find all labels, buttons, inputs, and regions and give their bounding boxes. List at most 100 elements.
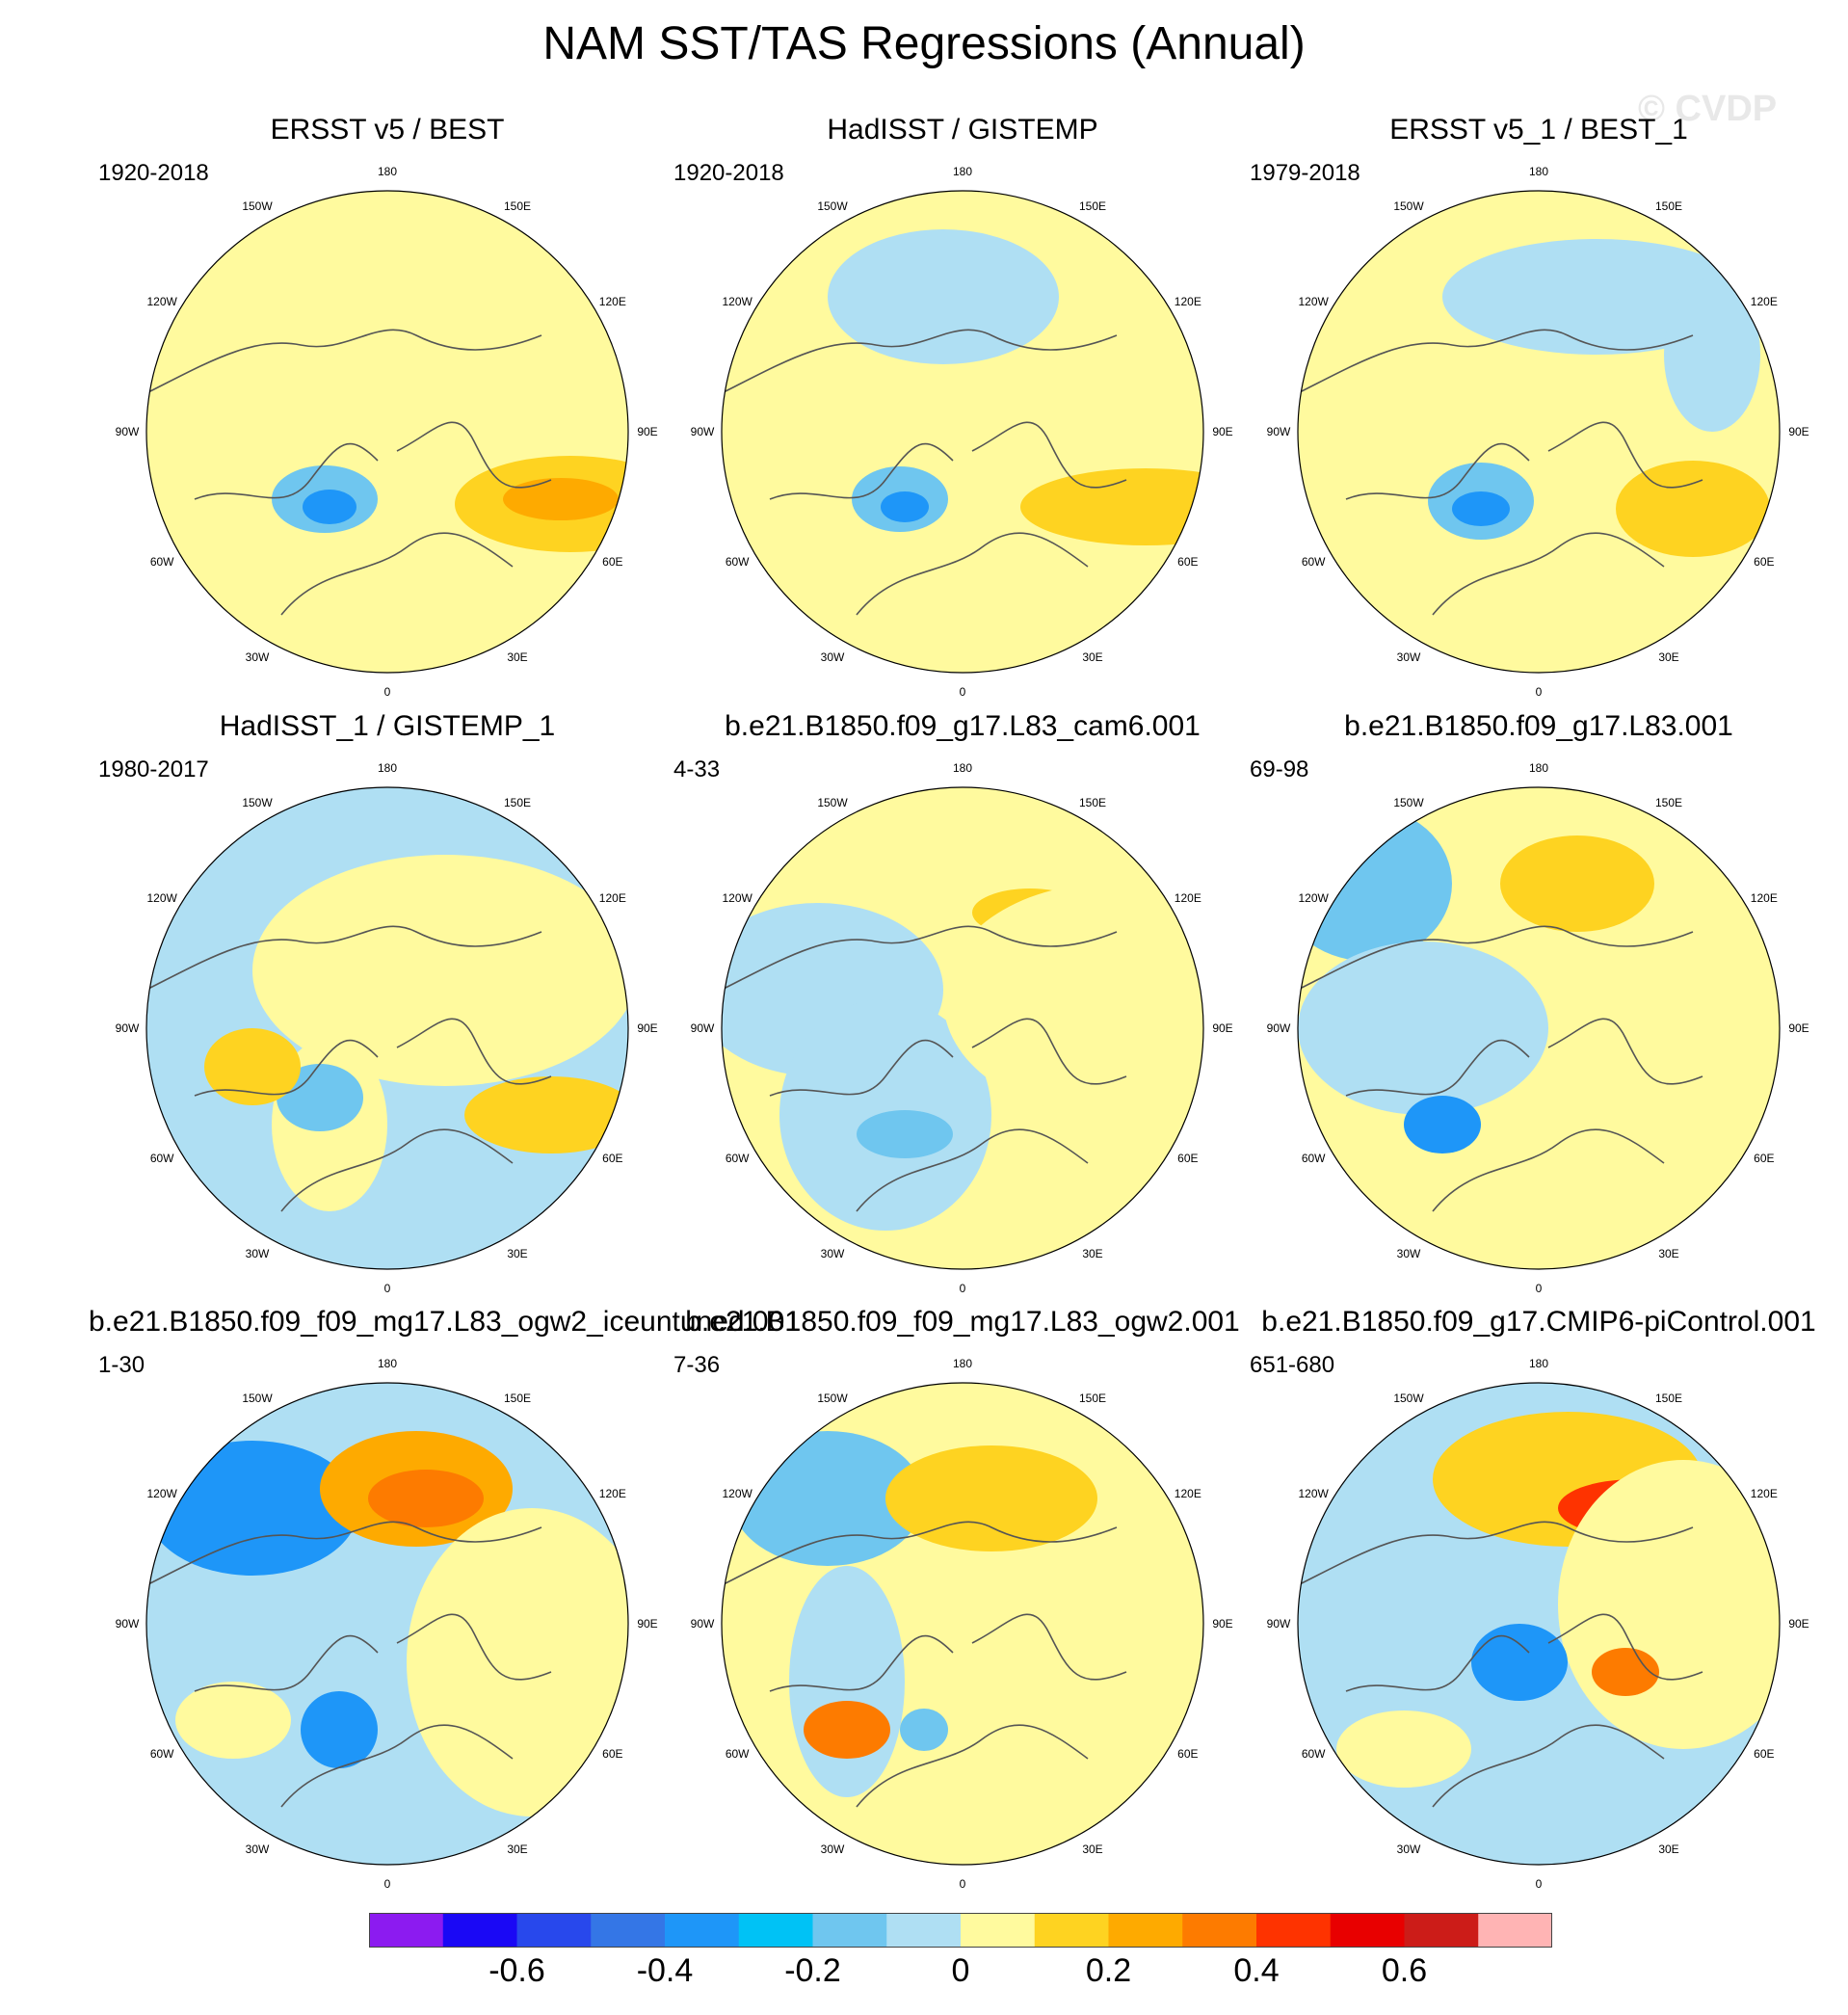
coastline [722, 329, 1127, 616]
longitude-label: 90E [637, 1021, 657, 1035]
colorbar-swatch [442, 1913, 517, 1948]
longitude-label: 90W [116, 1617, 140, 1631]
coastline [146, 925, 552, 1212]
longitude-label: 90E [1212, 1617, 1232, 1631]
polar-map: 180 150E 120E 90E 60E 30E 0 30W 60W 90W 120W 150W [691, 1357, 1233, 1891]
panel-title: b.e21.B1850.f09_f09_mg17.L83_ogw2_iceunt… [89, 1306, 801, 1338]
longitude-label: 150E [1079, 796, 1106, 809]
field-anomaly-region [252, 855, 628, 1086]
longitude-label: 60E [1754, 555, 1774, 569]
map-boundary [145, 190, 629, 674]
regression-field [146, 1383, 628, 1865]
map-panel-4: HadISST_1 / GISTEMP_1 1980-2017 180 150E 1… [89, 710, 686, 1308]
map-panel-5: b.e21.B1850.f09_g17.L83_cam6.001 4-33 18… [664, 710, 1261, 1308]
panel-title: HadISST_1 / GISTEMP_1 [219, 710, 556, 742]
longitude-label: 30W [246, 650, 270, 664]
colorbar [369, 1913, 1552, 1948]
coastline [146, 1521, 552, 1808]
panel-period: 4-33 [673, 756, 721, 782]
longitude-label: 30E [1082, 1247, 1102, 1260]
longitude-label: 120W [146, 295, 177, 308]
longitude-label: 60W [150, 1152, 174, 1165]
longitude-label: 180 [1529, 761, 1548, 775]
regression-field [722, 1383, 1203, 1865]
regression-field [722, 191, 1203, 673]
longitude-label: 60W [1302, 1747, 1326, 1761]
colorbar-tick: -0.4 [636, 1952, 694, 1989]
longitude-label: 180 [378, 761, 397, 775]
coastline [1298, 925, 1703, 1212]
field-anomaly-region [1452, 491, 1510, 526]
map-boundary [1297, 1382, 1781, 1866]
polar-map: 180 150E 120E 90E 60E 30E 0 30W 60W 90W 120W 150W [691, 761, 1233, 1295]
panel-title: b.e21.B1850.f09_g17.L83.001 [1344, 710, 1733, 742]
coastline [722, 1521, 1127, 1808]
field-anomaly-region [789, 1566, 905, 1797]
longitude-label: 60W [1302, 555, 1326, 569]
panel-period: 1980-2017 [98, 756, 209, 782]
longitude-label: 30W [1397, 650, 1421, 664]
longitude-label: 60E [1754, 1747, 1774, 1761]
colorbar-tick: -0.2 [784, 1952, 841, 1989]
longitude-label: 150E [504, 1392, 531, 1405]
figure-title: NAM SST/TAS Regressions (Annual) [542, 18, 1306, 69]
longitude-label: 30W [821, 1247, 845, 1260]
longitude-label: 150E [1655, 1392, 1682, 1405]
polar-map: 180 150E 120E 90E 60E 30E 0 30W 60W 90W 120W 150W [116, 761, 658, 1295]
longitude-label: 30E [507, 1247, 527, 1260]
longitude-label: 60E [1177, 555, 1198, 569]
polar-map: 180 150E 120E 90E 60E 30E 0 30W 60W 90W 120W 150W [116, 165, 658, 699]
panel-title: b.e21.B1850.f09_f09_mg17.L83_ogw2.001 [685, 1306, 1240, 1338]
longitude-label: 0 [960, 1877, 966, 1891]
panel-title: ERSST v5 / BEST [270, 114, 505, 146]
colorbar-swatch [1404, 1913, 1479, 1948]
field-background [722, 191, 1203, 673]
field-anomaly-region [277, 1064, 363, 1131]
map-panel-8: b.e21.B1850.f09_f09_mg17.L83_ogw2.001 7-… [664, 1306, 1261, 1903]
longitude-label: 150W [1393, 1392, 1424, 1405]
longitude-label: 90W [1267, 425, 1291, 438]
field-anomaly-region [943, 884, 1203, 1115]
regression-field [146, 191, 628, 673]
colorbar-swatch [886, 1913, 962, 1948]
field-anomaly-region [1558, 1460, 1780, 1749]
polar-map: 180 150E 120E 90E 60E 30E 0 30W 60W 90W 120W 150W [691, 165, 1233, 699]
colorbar-swatch [961, 1913, 1036, 1948]
longitude-label: 90E [1788, 425, 1808, 438]
field-anomaly-region [464, 1076, 628, 1153]
longitude-label: 120E [1751, 891, 1778, 905]
colorbar-swatch [516, 1913, 592, 1948]
field-anomaly-region [1336, 1710, 1471, 1788]
longitude-label: 180 [953, 165, 972, 178]
colorbar-swatch [812, 1913, 887, 1948]
longitude-label: 0 [384, 685, 391, 699]
regression-field [1298, 191, 1780, 673]
longitude-label: 60W [150, 555, 174, 569]
longitude-label: 30W [246, 1843, 270, 1856]
field-anomaly-region [857, 1110, 953, 1158]
regression-field [722, 787, 1203, 1269]
field-anomaly-region [204, 1028, 301, 1105]
field-anomaly-region [1404, 1096, 1481, 1153]
longitude-label: 0 [960, 685, 966, 699]
field-anomaly-region [1471, 1624, 1568, 1701]
field-anomaly-region [881, 491, 929, 522]
longitude-label: 30E [1082, 650, 1102, 664]
longitude-label: 0 [1536, 1282, 1543, 1295]
longitude-label: 120E [599, 295, 626, 308]
regression-field [1298, 787, 1780, 1269]
field-background [722, 1383, 1203, 1865]
colorbar-swatch [738, 1913, 813, 1948]
field-anomaly-region [885, 1445, 1097, 1551]
longitude-label: 120W [146, 1487, 177, 1500]
panel-period: 1920-2018 [98, 160, 209, 186]
map-boundary [721, 1382, 1204, 1866]
longitude-label: 30W [246, 1247, 270, 1260]
longitude-label: 90E [1788, 1617, 1808, 1631]
map-panel-9: b.e21.B1850.f09_g17.CMIP6-piControl.001 … [1240, 1306, 1837, 1903]
longitude-label: 120E [1751, 295, 1778, 308]
longitude-label: 120W [146, 891, 177, 905]
longitude-label: 30E [1658, 650, 1678, 664]
longitude-label: 90E [637, 425, 657, 438]
longitude-label: 30E [507, 650, 527, 664]
